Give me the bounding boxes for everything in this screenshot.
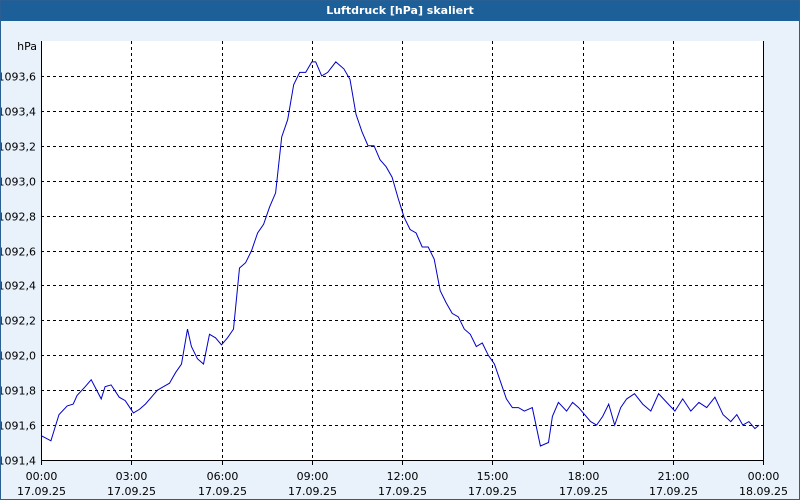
- x-tick-date-label: 17.09.25: [288, 485, 337, 498]
- y-tick-label: 1092,6: [1, 246, 36, 259]
- x-tick-time-label: 00:00: [26, 470, 58, 483]
- chart-title: Luftdruck [hPa] skaliert: [326, 4, 474, 17]
- y-tick-label: 1093,2: [1, 141, 36, 154]
- tick-labels: 1091,4 1091,6 1091,8 1092,0 1092,2 1092,4 1092…: [1, 71, 788, 499]
- y-tick-label: 1093,6: [1, 71, 36, 84]
- x-tick-date-label: 17.09.25: [17, 485, 66, 498]
- pressure-series-line: [40, 61, 760, 447]
- grid: [41, 41, 763, 461]
- y-tick-label: 1092,4: [1, 280, 36, 293]
- x-tick-date-label: 17.09.25: [559, 485, 608, 498]
- x-tick-time-label: 09:00: [297, 470, 329, 483]
- x-tick-time-label: 00:00: [748, 470, 780, 483]
- x-tick-date-label: 17.09.25: [107, 485, 156, 498]
- x-tick-time-label: 12:00: [387, 470, 419, 483]
- y-tick-label: 1092,0: [1, 350, 36, 363]
- chart-title-bar: Luftdruck [hPa] skaliert: [1, 1, 799, 21]
- x-tick-time-label: 03:00: [116, 470, 148, 483]
- y-tick-label: 1092,2: [1, 315, 36, 328]
- y-tick-label: 1093,0: [1, 176, 36, 189]
- x-tick-date-label: 17.09.25: [468, 485, 517, 498]
- x-tick-date-label: 17.09.25: [649, 485, 698, 498]
- x-tick-time-label: 21:00: [658, 470, 690, 483]
- y-axis-unit-label: hPa: [17, 40, 37, 53]
- y-tick-label: 1092,8: [1, 211, 36, 224]
- x-tick-time-label: 06:00: [207, 470, 239, 483]
- y-tick-label: 1091,8: [1, 385, 36, 398]
- series: [40, 61, 760, 447]
- x-tick-date-label: 17.09.25: [198, 485, 247, 498]
- x-tick-date-label: 17.09.25: [378, 485, 427, 498]
- y-tick-label: 1091,6: [1, 420, 36, 433]
- x-tick-time-label: 18:00: [568, 470, 600, 483]
- y-tick-label: 1093,4: [1, 106, 36, 119]
- y-tick-label: 1091,4: [1, 455, 36, 468]
- x-tick-date-label: 18.09.25: [739, 485, 788, 498]
- axes: [41, 41, 764, 465]
- x-tick-time-label: 15:00: [477, 470, 509, 483]
